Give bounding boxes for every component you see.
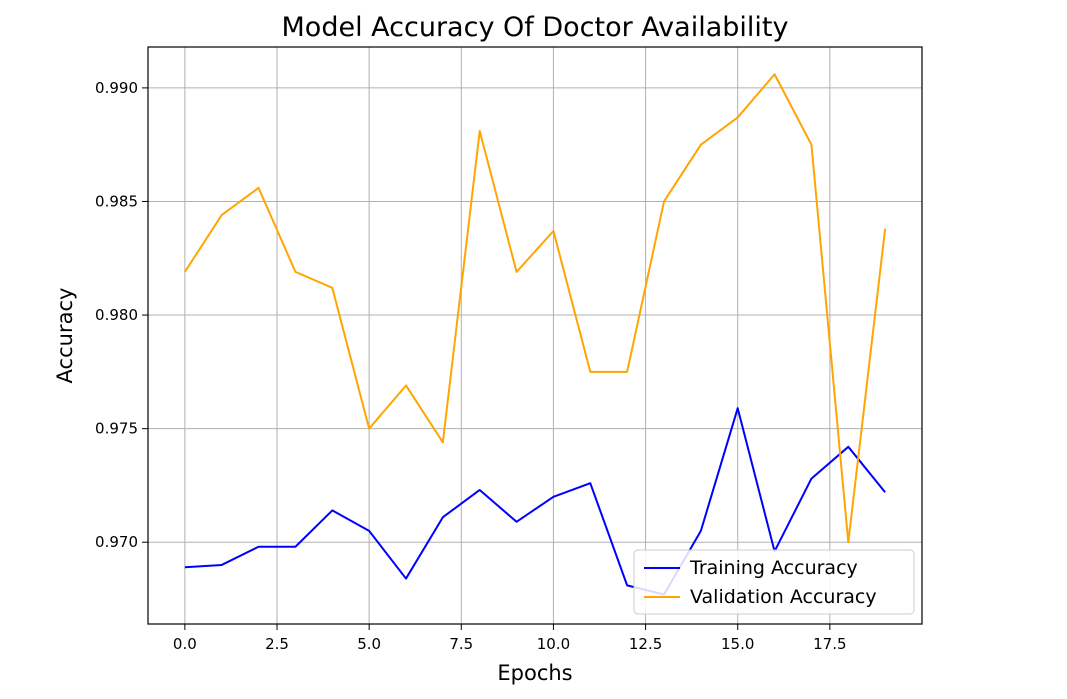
x-tick-label: 10.0 [537,635,570,653]
x-tick-label: 12.5 [629,635,662,653]
plot-area-frame [147,46,923,625]
legend-box [633,549,915,615]
legend-label-training: Training Accuracy [689,557,858,579]
y-tick-label: 0.975 [95,420,138,438]
y-tick-label: 0.990 [95,79,138,97]
legend-label-validation: Validation Accuracy [690,586,877,608]
series-line-validation [184,73,887,544]
x-tick-label: 0.0 [173,635,197,653]
x-axis-ticks: 0.0 2.5 5.0 7.5 10.0 12.5 15.0 17.5 [173,624,847,653]
series-lines [184,73,887,596]
x-tick-label: 7.5 [449,635,473,653]
legend: Training Accuracy Validation Accuracy [633,549,915,615]
x-tick-label: 17.5 [813,635,846,653]
chart-title: Model Accuracy Of Doctor Availability [282,12,789,43]
x-tick-label: 15.0 [721,635,754,653]
grid-lines [148,47,922,624]
x-tick-label: 5.0 [357,635,381,653]
x-tick-label: 2.5 [265,635,289,653]
y-tick-label: 0.985 [95,192,138,210]
y-tick-label: 0.980 [95,306,138,324]
x-axis-label: Epochs [497,661,572,685]
y-tick-label: 0.970 [95,533,138,551]
y-axis-label: Accuracy [53,288,77,384]
y-axis-ticks: 0.970 0.975 0.980 0.985 0.990 [95,79,148,551]
series-line-training [184,407,886,596]
